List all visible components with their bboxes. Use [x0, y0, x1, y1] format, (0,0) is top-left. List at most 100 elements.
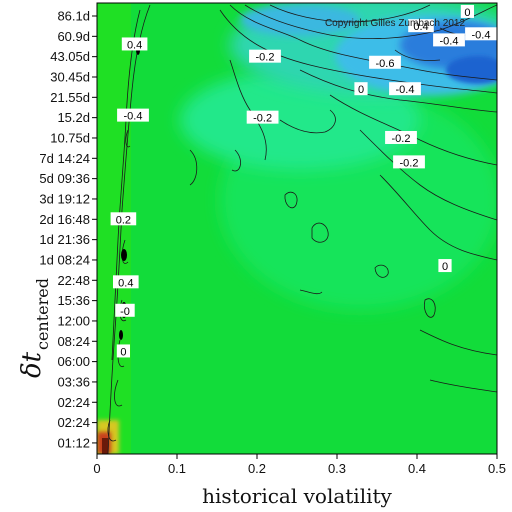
- dense-contour-mark: [121, 249, 127, 261]
- contour-line: [284, 191, 298, 209]
- contour-line: [229, 4, 497, 81]
- contour-line: [189, 149, 198, 186]
- contour-line: [229, 59, 267, 161]
- contour-line: [423, 298, 436, 318]
- contour-label-text: -0.4: [396, 84, 415, 96]
- contour-label-text: 0: [358, 84, 364, 96]
- contour-line: [299, 69, 497, 113]
- contour-label-bg: [460, 4, 474, 18]
- x-tick-label: 0.4: [408, 461, 426, 476]
- contour-line: [279, 109, 336, 134]
- contour-label-text: 0.4: [413, 21, 428, 33]
- y-axis-title: δt centered: [17, 278, 52, 378]
- y-axis-title-subscript: centered: [33, 278, 52, 350]
- contour-line: [111, 9, 141, 361]
- contour-label-text: -0.2: [392, 133, 411, 145]
- contour-line: [359, 129, 497, 221]
- contour-label-bg: [393, 155, 425, 169]
- y-tick-label: 15:36: [57, 293, 90, 308]
- heatmap-region-deep-blue: [446, 56, 497, 84]
- contour-label-text: -0.4: [472, 29, 491, 41]
- contour-label-bg: [121, 37, 148, 51]
- contour-line: [107, 419, 117, 442]
- contour-line: [379, 174, 497, 261]
- contour-label-text: -0: [120, 306, 130, 318]
- contour-label: -0.6: [369, 55, 401, 70]
- y-tick-label: 21.55d: [50, 90, 90, 105]
- contour-label: -0.4: [117, 108, 149, 123]
- contour-line: [125, 129, 131, 148]
- contour-label-text: -0.4: [124, 111, 143, 123]
- contour-label: -0: [115, 303, 135, 318]
- contour-line: [429, 379, 497, 393]
- y-tick-label: 5d 09:36: [39, 171, 90, 186]
- contour-label: -0.2: [249, 49, 281, 64]
- contour-line: [269, 4, 431, 23]
- x-tick-label: 0.3: [328, 461, 346, 476]
- contour-label: -0.2: [246, 110, 279, 125]
- x-tick-label: 0: [93, 461, 100, 476]
- contour-label-text: 0: [120, 346, 126, 358]
- contour-label-text: -0.6: [376, 58, 395, 70]
- contour-line: [329, 94, 497, 166]
- y-tick-label: 03:36: [57, 374, 90, 389]
- contour-label-bg: [116, 344, 130, 358]
- y-tick-label: 43.05d: [50, 49, 90, 64]
- contour-label-bg: [246, 110, 279, 124]
- y-tick-label: 7d 14:24: [39, 151, 90, 166]
- y-tick-label: 30.45d: [50, 69, 90, 84]
- y-tick-label: 08:24: [57, 334, 90, 349]
- contour-label-text: 0: [442, 261, 448, 273]
- contour-label-bg: [369, 55, 401, 69]
- contour-label-bg: [117, 108, 149, 122]
- contour-label-text: 0.4: [127, 39, 142, 51]
- y-tick-label: 15.2d: [57, 110, 90, 125]
- contour-label: -0.4: [465, 27, 497, 41]
- contour-label: -0.2: [393, 155, 425, 169]
- x-tick-label: 0.1: [168, 461, 186, 476]
- contour-label: 0.4: [102, 507, 128, 512]
- heatmap-surface: 0.4-0.2-0.40-0.4-0.6-0.40-0.2-0.2-0.20.4…: [97, 3, 497, 512]
- contour-label-bg: [465, 27, 497, 41]
- contour-label-bg: [438, 259, 452, 273]
- y-axis-title-main: δt: [17, 351, 47, 378]
- contour-line: [394, 49, 441, 61]
- heatmap-region-left-strip: [97, 3, 131, 454]
- contour-line: [107, 4, 151, 454]
- plot-frame: [96, 2, 498, 455]
- contour-label-bg: [354, 82, 368, 96]
- contour-label: 0.2: [110, 212, 137, 226]
- y-tick-label: 02:24: [57, 415, 90, 430]
- contour-labels: 0.4-0.2-0.40-0.4-0.6-0.40-0.2-0.2-0.20.4…: [102, 4, 497, 512]
- contour-label-bg: [433, 33, 465, 47]
- contour-label-bg: [408, 19, 434, 33]
- contour-label-text: -0.2: [400, 157, 419, 169]
- y-tick-label: 10.75d: [50, 130, 90, 145]
- contour-label-text: -0.2: [253, 113, 272, 125]
- y-tick-label: 01:12: [57, 435, 90, 450]
- contour-line: [219, 9, 497, 94]
- contour-line: [117, 339, 125, 368]
- contour-label-bg: [249, 49, 281, 63]
- contour-label-text: 0.2: [116, 214, 131, 226]
- contour-label: 0.4: [113, 275, 139, 289]
- contour-label-text: 0: [464, 7, 470, 19]
- contour-line: [244, 4, 497, 40]
- contour-line: [374, 264, 389, 278]
- contour-label: 0.4: [408, 19, 434, 33]
- y-tick-label: 86.1d: [57, 9, 90, 24]
- y-tick-label: 1d 21:36: [39, 232, 90, 247]
- contour-line: [311, 222, 329, 243]
- contour-line: [419, 329, 497, 356]
- y-tick-label: 06:00: [57, 354, 90, 369]
- contour-label: 0: [438, 259, 452, 273]
- contour-label: 0.4: [121, 37, 148, 51]
- x-tick-label: 0.5: [488, 461, 506, 476]
- x-tick-label: 0.2: [248, 461, 266, 476]
- contour-label-text: 0.4: [118, 277, 133, 289]
- contour-label: -0.4: [389, 82, 421, 96]
- y-tick-label: 12:00: [57, 313, 90, 328]
- x-axis: 0 0.1 0.2 0.3 0.4 0.5: [93, 454, 506, 476]
